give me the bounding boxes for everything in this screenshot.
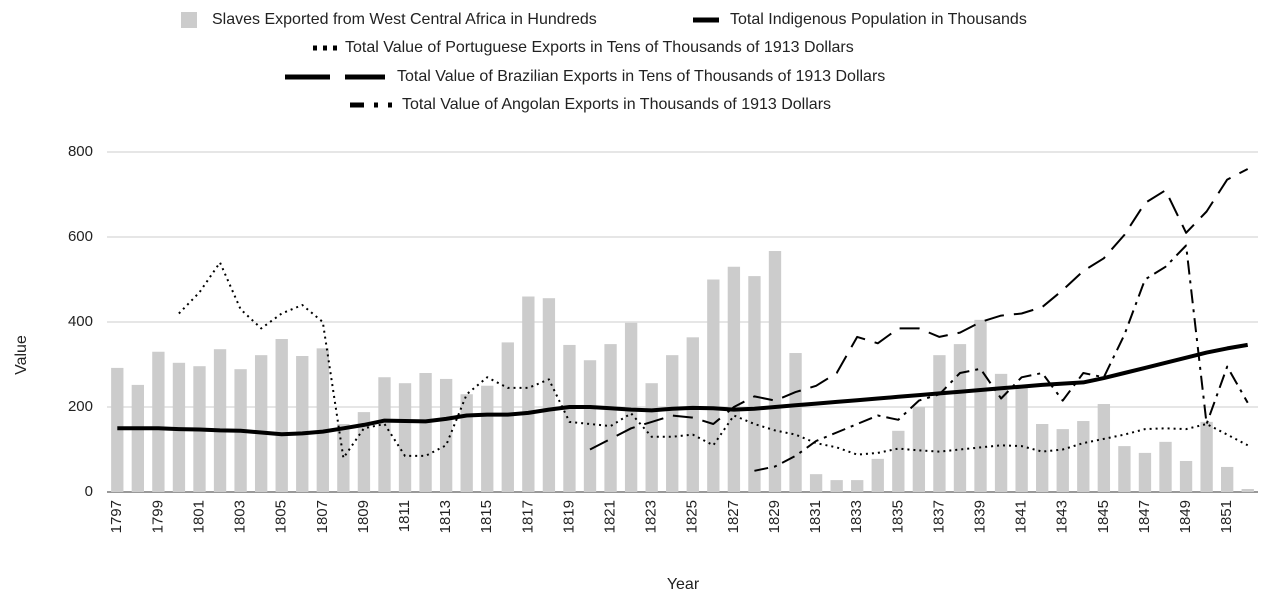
bar bbox=[316, 348, 329, 492]
x-tick-label: 1833 bbox=[848, 500, 865, 533]
bar bbox=[1097, 404, 1111, 492]
x-tick-label: 1803 bbox=[232, 500, 249, 533]
bar bbox=[789, 353, 802, 492]
x-tick-label: 1813 bbox=[437, 500, 454, 533]
bar bbox=[439, 378, 453, 492]
legend-label: Total Indigenous Population in Thousands bbox=[730, 11, 1027, 28]
x-tick-label: 1801 bbox=[190, 500, 207, 533]
bar bbox=[1221, 466, 1234, 492]
bar bbox=[851, 480, 864, 492]
x-tick-label: 1831 bbox=[807, 500, 824, 533]
x-tick-label: 1807 bbox=[314, 500, 331, 533]
bar bbox=[378, 377, 391, 492]
bar bbox=[768, 251, 782, 492]
x-tick-label: 1823 bbox=[643, 500, 660, 533]
bar bbox=[583, 360, 597, 492]
x-tick-label: 1843 bbox=[1054, 500, 1071, 533]
bar bbox=[275, 339, 288, 492]
x-tick-label: 1845 bbox=[1095, 500, 1112, 533]
x-tick-label: 1809 bbox=[355, 500, 372, 533]
bar bbox=[686, 337, 699, 492]
line-series bbox=[754, 244, 1249, 472]
x-tick-label: 1821 bbox=[602, 500, 619, 533]
bar bbox=[357, 412, 371, 492]
bar bbox=[604, 344, 617, 492]
bar bbox=[727, 266, 741, 492]
x-tick-label: 1797 bbox=[108, 500, 125, 533]
bar bbox=[542, 298, 556, 492]
bar bbox=[871, 458, 884, 492]
bar bbox=[1159, 441, 1172, 492]
bar bbox=[1056, 429, 1069, 492]
bar bbox=[748, 276, 761, 492]
bar bbox=[953, 344, 967, 492]
bar bbox=[1036, 424, 1049, 492]
x-tick-label: 1837 bbox=[930, 500, 947, 533]
x-tick-label: 1829 bbox=[766, 500, 783, 533]
bar bbox=[419, 373, 432, 492]
x-tick-label: 1819 bbox=[560, 500, 577, 533]
bar bbox=[152, 351, 165, 492]
bar bbox=[666, 355, 679, 492]
line-series bbox=[589, 168, 1249, 451]
bar bbox=[994, 373, 1008, 492]
legend-label: Total Value of Portuguese Exports in Ten… bbox=[345, 39, 854, 56]
bar bbox=[254, 355, 268, 492]
x-tick-label: 1841 bbox=[1013, 500, 1030, 533]
bar bbox=[1200, 421, 1213, 492]
bar bbox=[398, 383, 412, 492]
bar bbox=[501, 342, 514, 492]
bar bbox=[460, 394, 473, 492]
bar bbox=[1077, 421, 1090, 492]
y-tick-label: 400 bbox=[68, 313, 93, 330]
bar bbox=[1118, 446, 1131, 492]
bar bbox=[296, 356, 309, 492]
legend-swatch bbox=[181, 12, 197, 28]
bar bbox=[213, 349, 227, 492]
x-tick-label: 1817 bbox=[519, 500, 536, 533]
legend-label: Slaves Exported from West Central Africa… bbox=[212, 11, 597, 28]
x-axis-label: Year bbox=[667, 576, 700, 593]
y-axis-label: Value bbox=[13, 335, 30, 375]
y-tick-label: 600 bbox=[68, 228, 93, 245]
bar bbox=[933, 355, 946, 492]
bar bbox=[131, 384, 144, 492]
line-series bbox=[178, 261, 1249, 459]
bar bbox=[1015, 385, 1028, 492]
x-tick-label: 1849 bbox=[1177, 500, 1194, 533]
x-tick-label: 1811 bbox=[396, 500, 413, 532]
bar bbox=[830, 480, 843, 492]
x-tick-label: 1827 bbox=[725, 500, 742, 533]
x-tick-label: 1815 bbox=[478, 500, 495, 533]
bar bbox=[1179, 460, 1193, 492]
bar bbox=[1241, 489, 1254, 492]
bar bbox=[974, 319, 987, 492]
x-tick-label: 1851 bbox=[1218, 500, 1235, 533]
x-tick-label: 1835 bbox=[889, 500, 906, 533]
bar bbox=[624, 322, 638, 492]
legend-label: Total Value of Angolan Exports in Thousa… bbox=[402, 96, 831, 113]
x-tick-label: 1847 bbox=[1136, 500, 1153, 533]
y-tick-label: 200 bbox=[68, 398, 93, 415]
bar bbox=[809, 474, 823, 492]
x-tick-label: 1825 bbox=[684, 500, 701, 533]
bar bbox=[912, 407, 926, 492]
bar bbox=[111, 367, 124, 492]
bar bbox=[563, 344, 576, 492]
bar bbox=[522, 296, 535, 492]
y-tick-label: 800 bbox=[68, 143, 93, 160]
x-tick-label: 1839 bbox=[971, 500, 988, 533]
x-tick-label: 1805 bbox=[273, 500, 290, 533]
bar bbox=[337, 424, 350, 492]
bar bbox=[892, 430, 905, 492]
line-series bbox=[117, 342, 1249, 437]
bar bbox=[707, 279, 720, 492]
bar bbox=[481, 385, 494, 492]
legend-label: Total Value of Brazilian Exports in Tens… bbox=[397, 68, 885, 85]
x-tick-label: 1799 bbox=[149, 500, 166, 533]
bar bbox=[1138, 452, 1152, 492]
y-tick-label: 0 bbox=[85, 483, 93, 500]
